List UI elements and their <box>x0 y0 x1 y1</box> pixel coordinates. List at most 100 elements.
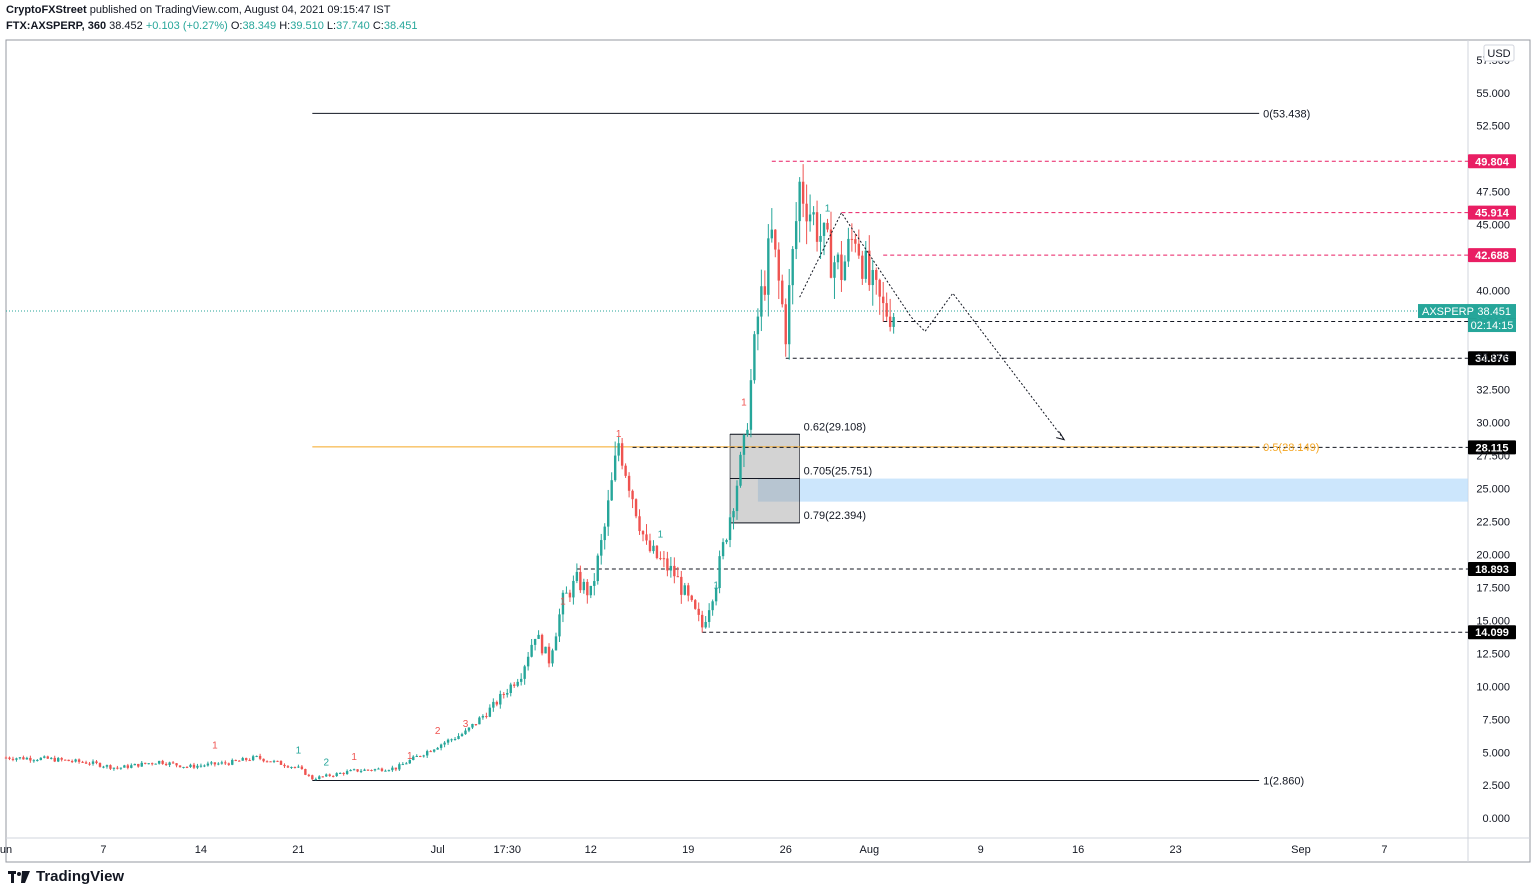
projection-path[interactable] <box>799 211 1065 440</box>
retracement-level-label: 0.79(22.394) <box>804 510 866 522</box>
candle-body <box>370 769 373 771</box>
swing-count-label: 1 <box>713 581 719 592</box>
swing-count-label: 2 <box>323 757 329 768</box>
candle-body <box>137 763 140 767</box>
candle-body <box>481 716 485 718</box>
candle-body <box>241 758 244 761</box>
candle-body <box>4 757 8 759</box>
support-price-tag <box>1468 351 1516 366</box>
candle-body <box>610 480 613 501</box>
candle-body <box>742 434 746 455</box>
candle-body <box>607 500 610 527</box>
candle-body <box>829 229 833 278</box>
x-tick-label: 26 <box>780 844 792 856</box>
candle-body <box>185 766 189 768</box>
candle-body <box>572 580 575 598</box>
candle-body <box>819 235 822 242</box>
candle-body <box>676 576 680 578</box>
candle-body <box>707 610 711 622</box>
candle-body <box>70 761 74 763</box>
candle-body <box>342 772 345 775</box>
resistance-price-label: 42.688 <box>1475 250 1509 262</box>
swing-count-label: 1 <box>351 752 357 763</box>
candle-body <box>234 759 237 761</box>
x-tick-label: Sep <box>1291 844 1311 856</box>
candle-body <box>857 243 861 256</box>
candle-body <box>311 775 314 780</box>
candle-body <box>687 585 690 596</box>
candle-body <box>231 759 234 765</box>
candle-body <box>439 744 443 748</box>
candle-body <box>767 238 770 295</box>
candle-body <box>763 286 767 295</box>
y-tick-label: 32.500 <box>1476 385 1510 397</box>
candle-body <box>81 761 84 763</box>
candle-body <box>123 765 126 768</box>
currency-badge[interactable] <box>1483 44 1515 62</box>
y-tick-label: 55.000 <box>1476 88 1510 100</box>
high-label: H: <box>279 20 291 32</box>
candle-body <box>53 757 56 762</box>
y-tick-label: 40.000 <box>1476 286 1510 298</box>
candle-body <box>648 540 652 552</box>
candle-body <box>213 762 217 765</box>
candle-body <box>408 760 411 764</box>
candle-body <box>603 526 606 541</box>
y-tick-label: 15.000 <box>1476 615 1510 627</box>
y-tick-label: 5.000 <box>1482 747 1510 759</box>
current-price-label: 38.451 <box>1477 306 1511 318</box>
candle-body <box>690 595 693 601</box>
y-tick-label: 10.000 <box>1476 681 1510 693</box>
candle-body <box>8 757 11 759</box>
candle-body <box>373 769 377 771</box>
candle-body <box>405 763 408 765</box>
candle-body <box>175 763 178 766</box>
swing-count-label: 2 <box>435 726 441 737</box>
symbol-label[interactable]: FTX:AXSPERP, 360 <box>6 20 107 32</box>
candle-body <box>18 757 22 759</box>
tradingview-brand: TradingView <box>36 868 125 885</box>
candle-body <box>255 755 258 757</box>
candle-body <box>286 766 290 768</box>
resistance-price-tag <box>1468 248 1516 263</box>
candle-body <box>196 765 199 768</box>
chart-header: CryptoFXStreet published on TradingView.… <box>6 3 417 33</box>
candle-body <box>882 296 885 304</box>
candle-body <box>398 764 401 770</box>
candle-body <box>98 763 102 767</box>
candle-body <box>154 763 157 765</box>
x-tick-label: 7 <box>100 844 106 856</box>
candle-body <box>868 250 871 286</box>
candle-body <box>412 756 415 761</box>
candle-body <box>210 762 213 764</box>
x-tick-label: 19 <box>682 844 694 856</box>
swing-count-label: 1 <box>825 203 831 214</box>
candle-body <box>419 755 422 757</box>
candle-body <box>328 774 331 776</box>
support-price-label: 18.893 <box>1475 564 1509 576</box>
candle-body <box>189 764 192 768</box>
candle-body <box>422 755 425 757</box>
support-price-label: 34.876 <box>1475 353 1509 365</box>
candle-body <box>749 380 753 430</box>
candle-body <box>669 565 673 571</box>
publisher-name[interactable]: CryptoFXStreet <box>6 4 87 16</box>
y-tick-label: 25.000 <box>1476 483 1510 495</box>
candle-body <box>683 585 686 595</box>
candle-body <box>634 499 638 517</box>
candle-body <box>878 279 881 297</box>
low-label: L: <box>326 20 337 32</box>
candle-body <box>32 760 36 762</box>
candle-body <box>593 581 596 586</box>
swing-count-label: 1 <box>658 529 664 540</box>
candle-body <box>63 759 67 761</box>
countdown-tag <box>1468 318 1516 333</box>
candle-body <box>547 646 551 664</box>
candle-body <box>171 762 175 764</box>
candle-body <box>345 771 349 775</box>
candle-body <box>631 490 634 500</box>
y-tick-label: 52.500 <box>1476 121 1510 133</box>
retracement-level-label: 0.62(29.108) <box>804 421 866 433</box>
tradingview-logo[interactable]: TradingView <box>8 868 124 885</box>
